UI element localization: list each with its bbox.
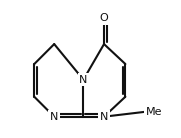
Text: N: N <box>50 112 58 122</box>
Text: N: N <box>79 75 88 85</box>
Text: Me: Me <box>146 107 163 117</box>
Text: N: N <box>100 112 108 122</box>
Text: O: O <box>100 14 108 23</box>
